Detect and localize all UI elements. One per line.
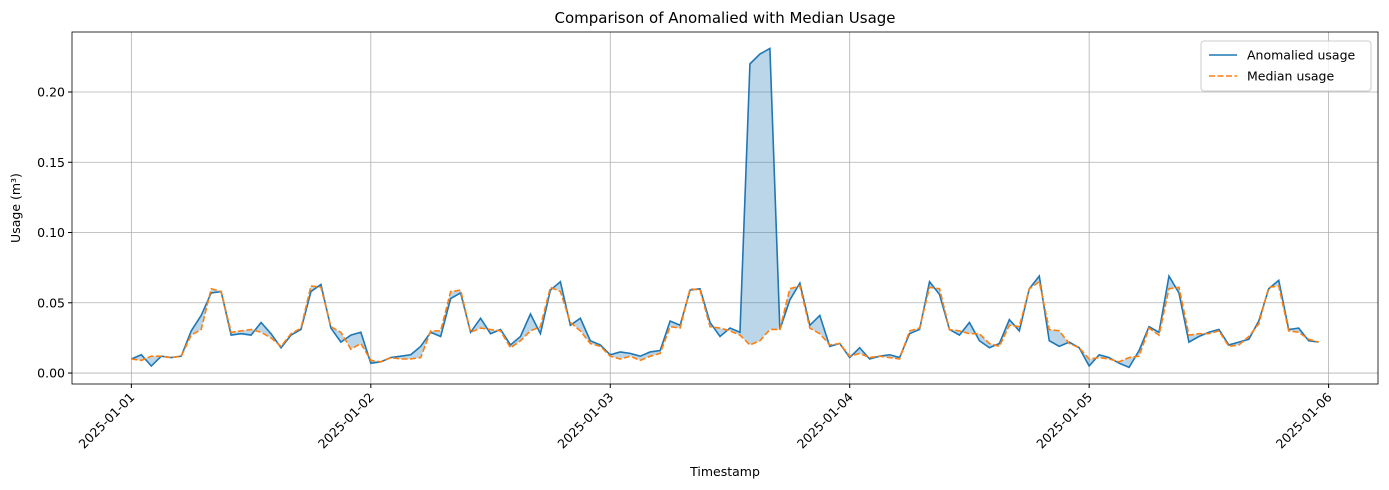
series-line xyxy=(131,280,1319,363)
fill-between xyxy=(131,48,1319,368)
x-tick-label: 2025-01-06 xyxy=(1273,389,1335,451)
plot-frame xyxy=(71,31,1379,385)
chart-title: Comparison of Anomalied with Median Usag… xyxy=(554,9,895,27)
x-axis-label: Timestamp xyxy=(689,464,760,479)
y-tick-label: 0.15 xyxy=(37,155,65,170)
y-axis-label: Usage (m³) xyxy=(8,173,23,243)
y-tick-label: 0.20 xyxy=(37,85,65,100)
y-tick-label: 0.05 xyxy=(37,295,65,310)
legend-box xyxy=(1200,40,1372,92)
y-tick-label: 0.10 xyxy=(37,225,65,240)
legend-label: Anomalied usage xyxy=(1247,48,1356,63)
x-tick-label: 2025-01-03 xyxy=(554,390,616,452)
y-tick-label: 0.00 xyxy=(37,366,65,381)
legend-label: Median usage xyxy=(1247,69,1334,84)
series-line xyxy=(131,47,1319,369)
x-tick-label: 2025-01-05 xyxy=(1033,390,1095,452)
x-tick-label: 2025-01-04 xyxy=(794,389,856,451)
x-tick-label: 2025-01-02 xyxy=(315,390,377,452)
x-tick-label: 2025-01-01 xyxy=(76,390,138,452)
